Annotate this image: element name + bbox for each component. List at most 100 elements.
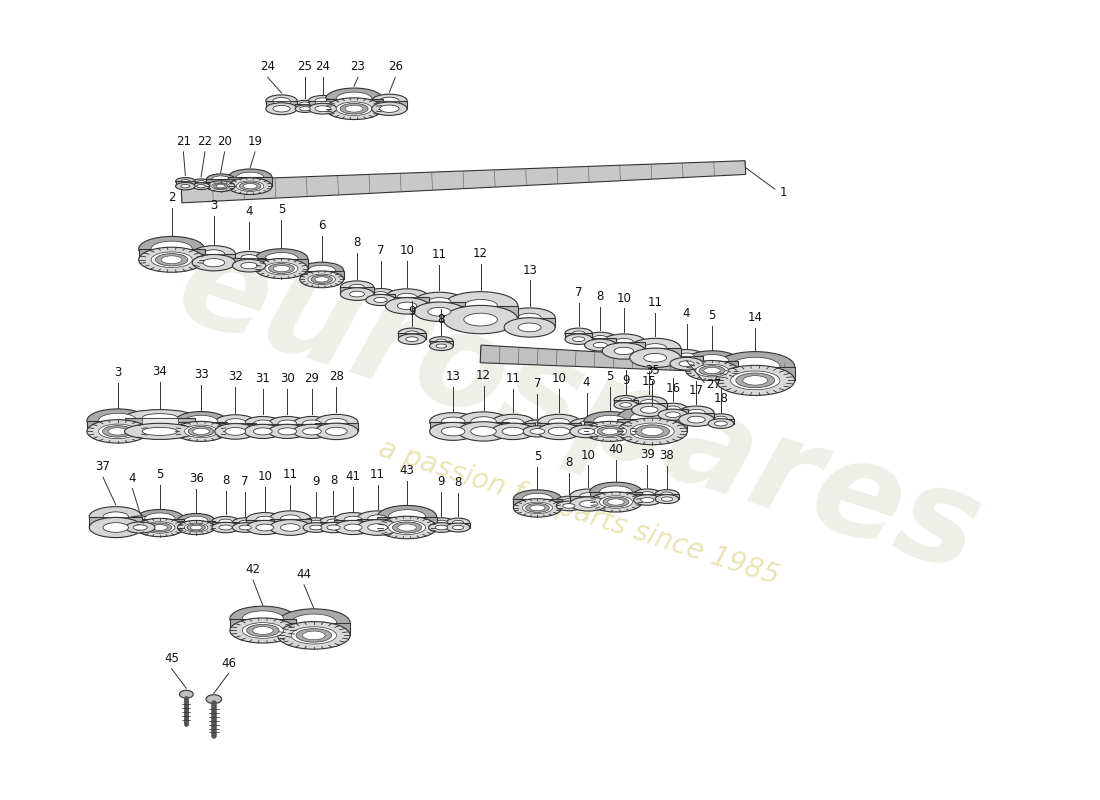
Ellipse shape [631,403,667,417]
Polygon shape [334,520,372,527]
Ellipse shape [358,520,398,535]
Ellipse shape [253,428,272,435]
Text: 30: 30 [280,372,295,385]
Polygon shape [590,492,642,502]
Polygon shape [414,302,465,312]
Polygon shape [244,423,282,431]
Polygon shape [326,422,348,431]
Ellipse shape [242,611,284,626]
Ellipse shape [716,352,795,382]
Polygon shape [327,522,340,527]
Polygon shape [253,423,272,431]
Ellipse shape [374,298,387,302]
Text: 10: 10 [581,449,596,462]
Ellipse shape [464,299,497,312]
Ellipse shape [344,516,362,523]
Text: 37: 37 [96,460,110,474]
Ellipse shape [594,415,627,428]
Ellipse shape [135,518,184,537]
Ellipse shape [452,526,464,530]
Ellipse shape [579,422,595,428]
Ellipse shape [538,423,581,439]
Ellipse shape [185,516,208,525]
Ellipse shape [192,428,209,434]
Ellipse shape [602,342,646,359]
Polygon shape [175,422,228,431]
Ellipse shape [716,366,795,395]
Polygon shape [481,345,785,374]
Ellipse shape [204,258,224,266]
Ellipse shape [302,420,321,427]
Text: 44: 44 [297,568,311,581]
Ellipse shape [414,302,465,322]
Ellipse shape [139,237,205,262]
Polygon shape [661,494,672,499]
Polygon shape [522,426,552,431]
Polygon shape [204,254,224,262]
Ellipse shape [715,416,727,421]
Ellipse shape [630,423,674,440]
Text: 5: 5 [606,370,614,383]
Polygon shape [679,413,714,420]
Text: 10: 10 [551,372,566,385]
Text: 24: 24 [316,60,330,74]
Ellipse shape [397,302,417,310]
Polygon shape [226,422,245,431]
Ellipse shape [212,176,230,182]
Ellipse shape [530,422,544,428]
Ellipse shape [103,512,129,522]
Ellipse shape [617,418,688,445]
Ellipse shape [315,277,329,282]
Ellipse shape [326,88,383,110]
Ellipse shape [139,247,205,272]
Text: 4: 4 [129,472,136,485]
Ellipse shape [340,288,374,301]
Text: 12: 12 [476,370,491,382]
Ellipse shape [557,496,582,506]
Ellipse shape [708,418,734,428]
Ellipse shape [197,181,206,184]
Text: 24: 24 [261,60,275,74]
Ellipse shape [597,426,623,436]
Ellipse shape [593,335,607,341]
Ellipse shape [188,426,214,436]
Polygon shape [142,418,177,431]
Polygon shape [124,418,195,431]
Polygon shape [197,182,206,186]
Ellipse shape [372,102,407,115]
Ellipse shape [530,429,544,434]
Polygon shape [593,338,607,345]
Text: 9: 9 [312,475,320,488]
Polygon shape [255,258,308,269]
Ellipse shape [679,361,694,366]
Polygon shape [192,182,210,186]
Polygon shape [708,418,734,423]
Ellipse shape [327,525,340,530]
Polygon shape [87,421,148,431]
Ellipse shape [670,350,703,362]
Text: eurospares: eurospares [162,221,996,599]
Ellipse shape [366,289,395,300]
Ellipse shape [584,422,637,442]
Polygon shape [344,520,362,527]
Ellipse shape [239,520,251,525]
Ellipse shape [315,106,330,112]
Ellipse shape [504,318,556,337]
Ellipse shape [241,254,257,261]
Polygon shape [358,518,398,527]
Ellipse shape [182,185,190,188]
Text: 15: 15 [642,374,657,388]
Ellipse shape [266,102,297,114]
Ellipse shape [436,344,447,348]
Polygon shape [666,409,680,414]
Ellipse shape [685,350,738,370]
Ellipse shape [228,169,272,186]
Ellipse shape [345,106,363,112]
Ellipse shape [179,690,194,698]
Text: 11: 11 [648,296,662,309]
Polygon shape [315,422,358,431]
Ellipse shape [492,423,535,439]
Polygon shape [685,361,738,370]
Polygon shape [366,294,395,300]
Text: 10: 10 [616,291,631,305]
